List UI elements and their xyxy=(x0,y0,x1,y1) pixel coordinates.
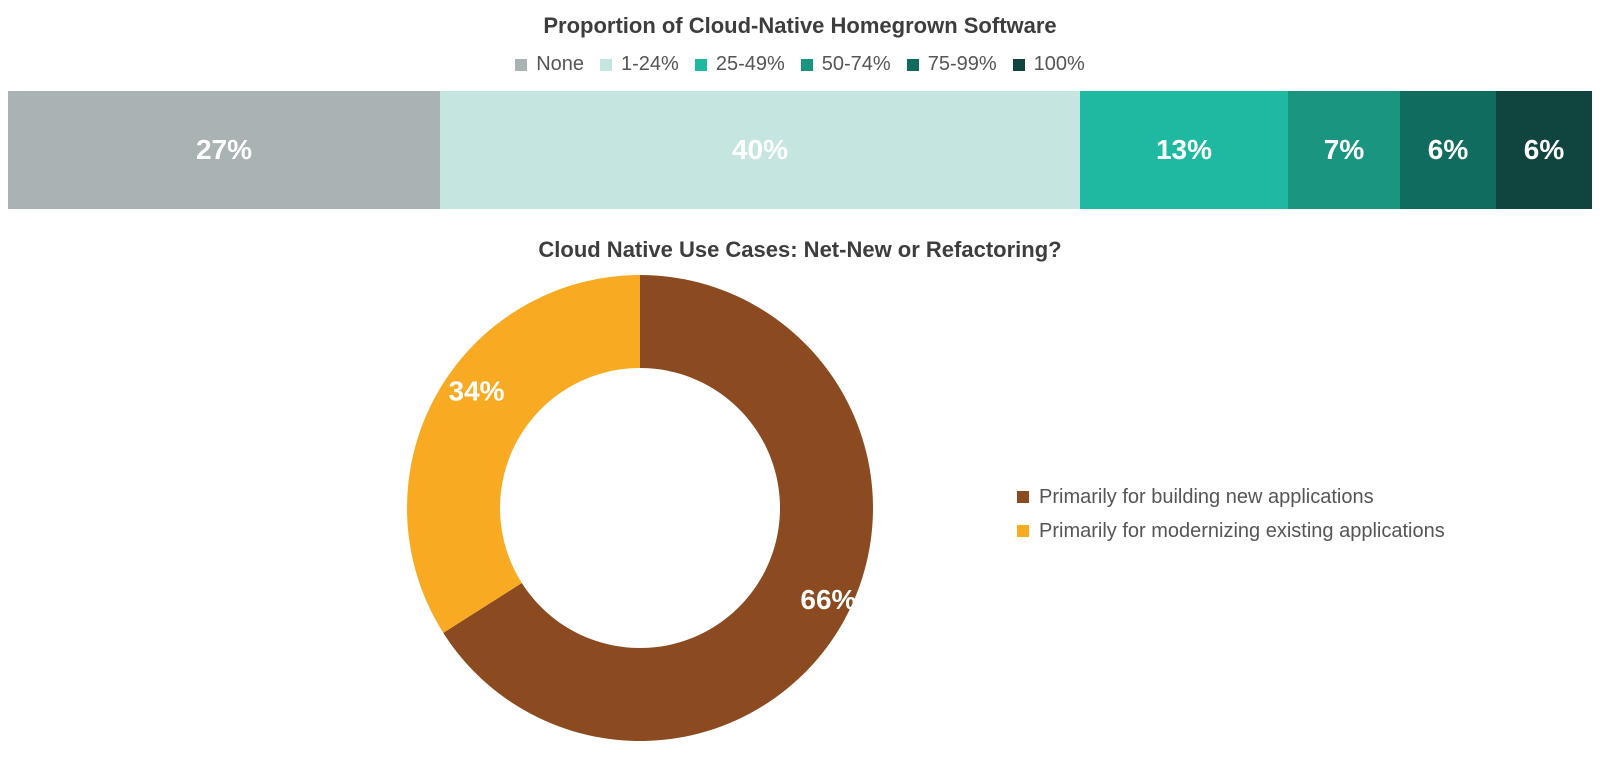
legend-label: None xyxy=(536,53,585,75)
legend-item: Primarily for modernizing existing appli… xyxy=(1017,514,1445,548)
legend-label: 100% xyxy=(1033,53,1085,75)
donut-slice-label: 66% xyxy=(800,584,856,615)
bar-segment-label: 6% xyxy=(1523,134,1565,165)
legend-swatch xyxy=(1017,525,1029,537)
legend-label: 50-74% xyxy=(821,53,891,75)
donut-title: Cloud Native Use Cases: Net-New or Refac… xyxy=(538,237,1062,262)
donut-slice xyxy=(407,275,640,633)
legend-swatch xyxy=(515,58,528,71)
legend-item: 50-74% xyxy=(800,53,891,76)
stacked-bar-legend: None 1-24% 25-49% 50-74% 75-99% 100% xyxy=(0,53,1600,76)
legend-item: None xyxy=(515,53,584,76)
legend-label: Primarily for modernizing existing appli… xyxy=(1039,519,1445,542)
donut-slice-label: 34% xyxy=(449,376,505,407)
donut-slice xyxy=(443,275,874,742)
legend-item: Primarily for building new applications xyxy=(1017,480,1445,514)
legend-swatch xyxy=(694,58,707,71)
bar-segment: 6% xyxy=(1400,91,1496,209)
legend-item: 75-99% xyxy=(906,53,997,76)
bar-segment: 6% xyxy=(1496,91,1592,209)
legend-label: 75-99% xyxy=(927,53,997,75)
bar-segment-label: 27% xyxy=(195,134,253,165)
bar-segment-label: 40% xyxy=(731,134,789,165)
donut-legend: Primarily for building new applications P… xyxy=(1017,480,1445,548)
bar-segment: 40% xyxy=(440,91,1080,209)
legend-swatch xyxy=(906,58,919,71)
legend-label: 25-49% xyxy=(715,53,785,75)
stacked-bar: 27% 40% 13% 7% 6% 6% xyxy=(8,91,1592,209)
bar-segment: 7% xyxy=(1288,91,1400,209)
legend-label: 1-24% xyxy=(621,53,679,75)
bar-segment-label: 7% xyxy=(1323,134,1365,165)
legend-item: 25-49% xyxy=(694,53,785,76)
legend-item: 1-24% xyxy=(600,53,679,76)
bar-segment-label: 6% xyxy=(1427,134,1469,165)
bar-segment: 13% xyxy=(1080,91,1288,209)
legend-swatch xyxy=(600,58,613,71)
legend-item: 100% xyxy=(1012,53,1085,76)
legend-swatch xyxy=(1017,491,1029,503)
bar-segment-label: 13% xyxy=(1155,134,1213,165)
legend-swatch xyxy=(1012,58,1025,71)
stacked-bar-title: Proportion of Cloud-Native Homegrown Sof… xyxy=(543,13,1057,38)
legend-swatch xyxy=(800,58,813,71)
bar-segment: 27% xyxy=(8,91,440,209)
legend-label: Primarily for building new applications xyxy=(1039,485,1374,508)
